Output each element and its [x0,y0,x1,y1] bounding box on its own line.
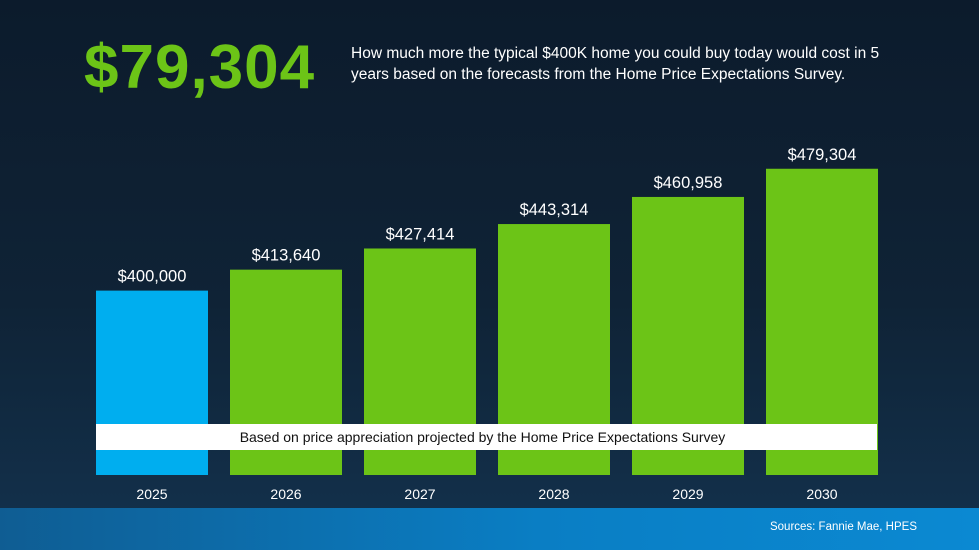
annotation-strip [96,424,877,450]
x-tick-label-2029: 2029 [672,486,703,502]
sources-note: Sources: Fannie Mae, HPES [769,521,917,533]
headline-description: How much more the typical $400K home you… [351,45,880,83]
footer-bar [0,508,979,550]
headline-amount: $79,304 [84,33,316,102]
value-label-2029: $460,958 [654,174,723,192]
value-label-2027: $427,414 [386,225,455,243]
x-tick-label-2025: 2025 [136,486,167,502]
value-label-2028: $443,314 [520,201,589,219]
value-label-2026: $413,640 [252,247,321,265]
x-tick-label-2026: 2026 [270,486,301,502]
bar-chart: $400,000 2025 $413,640 2026 $427,414 2027 $443… [96,146,878,502]
value-label-2025: $400,000 [118,268,187,286]
x-tick-label-2027: 2027 [404,486,435,502]
value-label-2030: $479,304 [788,146,857,164]
bar-2030 [766,168,878,476]
annotation-text: Based on price appreciation projected by… [240,429,726,445]
x-tick-label-2028: 2028 [538,486,569,502]
x-tick-label-2030: 2030 [806,486,837,502]
